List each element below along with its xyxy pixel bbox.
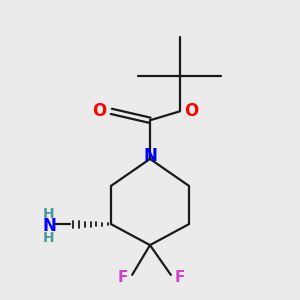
Text: H: H xyxy=(43,231,55,245)
Text: F: F xyxy=(118,270,128,285)
Text: H: H xyxy=(43,207,55,221)
Text: O: O xyxy=(184,102,199,120)
Text: F: F xyxy=(175,270,185,285)
Text: N: N xyxy=(143,147,157,165)
Text: N: N xyxy=(42,217,56,235)
Text: O: O xyxy=(92,102,106,120)
